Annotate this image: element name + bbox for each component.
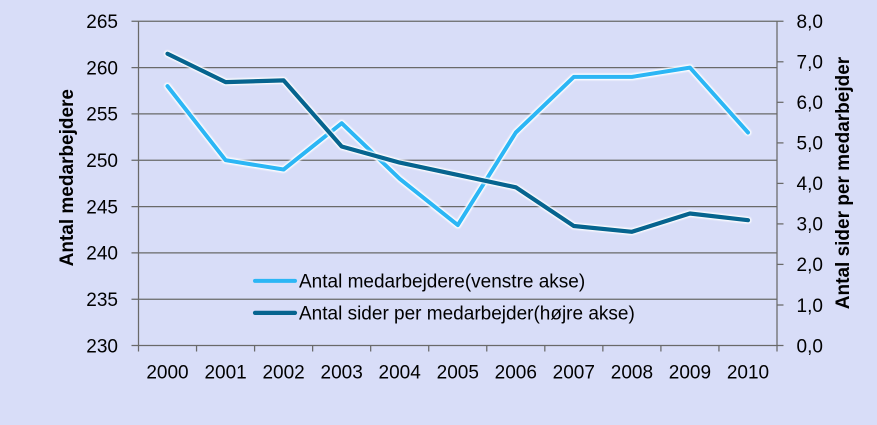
svg-text:260: 260 (86, 58, 118, 79)
svg-text:1,0: 1,0 (797, 296, 823, 317)
svg-text:2008: 2008 (611, 363, 653, 384)
svg-text:2001: 2001 (204, 363, 246, 384)
svg-text:Antal medarbejdere(venstre aks: Antal medarbejdere(venstre akse) (299, 271, 585, 292)
svg-text:2,0: 2,0 (797, 255, 823, 276)
svg-text:Antal medarbejdere: Antal medarbejdere (57, 89, 78, 266)
svg-text:7,0: 7,0 (797, 53, 823, 74)
svg-text:2002: 2002 (262, 363, 304, 384)
svg-text:8,0: 8,0 (797, 12, 823, 33)
svg-text:250: 250 (86, 151, 118, 172)
svg-text:Antal sider per medarbejder: Antal sider per medarbejder (833, 56, 854, 309)
svg-text:255: 255 (86, 105, 118, 126)
svg-text:245: 245 (86, 197, 118, 218)
svg-text:3,0: 3,0 (797, 215, 823, 236)
svg-text:235: 235 (86, 290, 118, 311)
svg-text:2005: 2005 (437, 363, 479, 384)
svg-text:2000: 2000 (146, 363, 188, 384)
svg-text:240: 240 (86, 244, 118, 265)
svg-text:2003: 2003 (321, 363, 363, 384)
svg-text:4,0: 4,0 (797, 174, 823, 195)
svg-text:2010: 2010 (727, 363, 769, 384)
svg-text:265: 265 (86, 12, 118, 33)
svg-text:Antal sider per medarbejder(hø: Antal sider per medarbejder(højre akse) (299, 303, 635, 324)
svg-text:2004: 2004 (379, 363, 422, 384)
svg-text:2006: 2006 (495, 363, 537, 384)
svg-text:230: 230 (86, 336, 118, 357)
svg-text:2009: 2009 (669, 363, 711, 384)
svg-text:2007: 2007 (553, 363, 595, 384)
svg-text:6,0: 6,0 (797, 93, 823, 114)
svg-text:0,0: 0,0 (797, 336, 823, 357)
svg-text:5,0: 5,0 (797, 134, 823, 155)
